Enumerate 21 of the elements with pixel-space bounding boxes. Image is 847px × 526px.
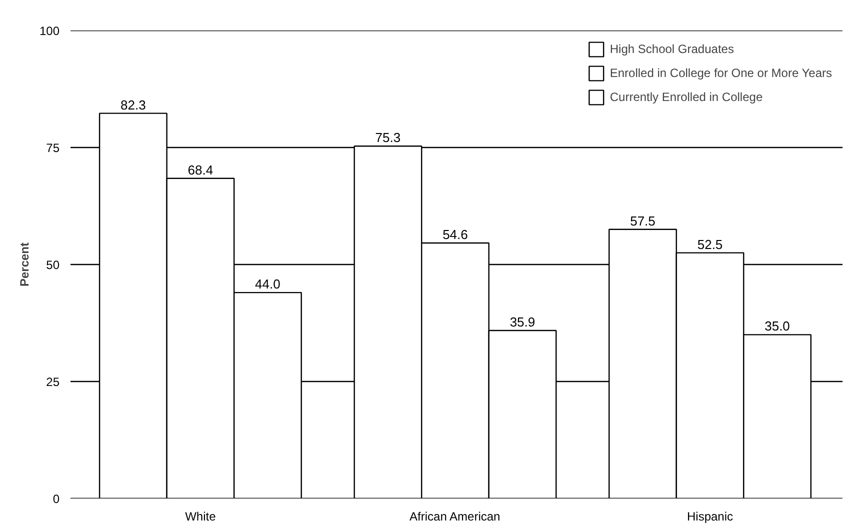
data-label: 57.5: [630, 213, 656, 228]
legend-label: Currently Enrolled in College: [610, 90, 763, 104]
x-tick-label: White: [185, 510, 216, 524]
y-tick-label: 0: [52, 492, 60, 506]
y-tick-label: 100: [39, 24, 60, 38]
legend-label: High School Graduates: [610, 42, 734, 56]
x-tick-label: Hispanic: [687, 510, 734, 524]
data-label: 35.9: [510, 314, 536, 330]
data-label: 82.3: [120, 97, 146, 112]
data-label: 68.4: [188, 162, 214, 178]
y-axis-title: Percent: [17, 242, 32, 287]
x-tick-label: African American: [410, 510, 500, 524]
legend-label: Enrolled in College for One or More Years: [610, 66, 832, 80]
y-tick-label: 50: [46, 258, 60, 272]
data-label: 35.0: [764, 318, 790, 334]
y-tick-label: 75: [46, 141, 60, 155]
y-tick-label: 25: [46, 375, 60, 389]
data-label: 54.6: [442, 226, 468, 242]
data-label: 44.0: [255, 276, 280, 292]
data-label: 52.5: [697, 236, 723, 252]
data-label: 75.3: [375, 130, 401, 146]
